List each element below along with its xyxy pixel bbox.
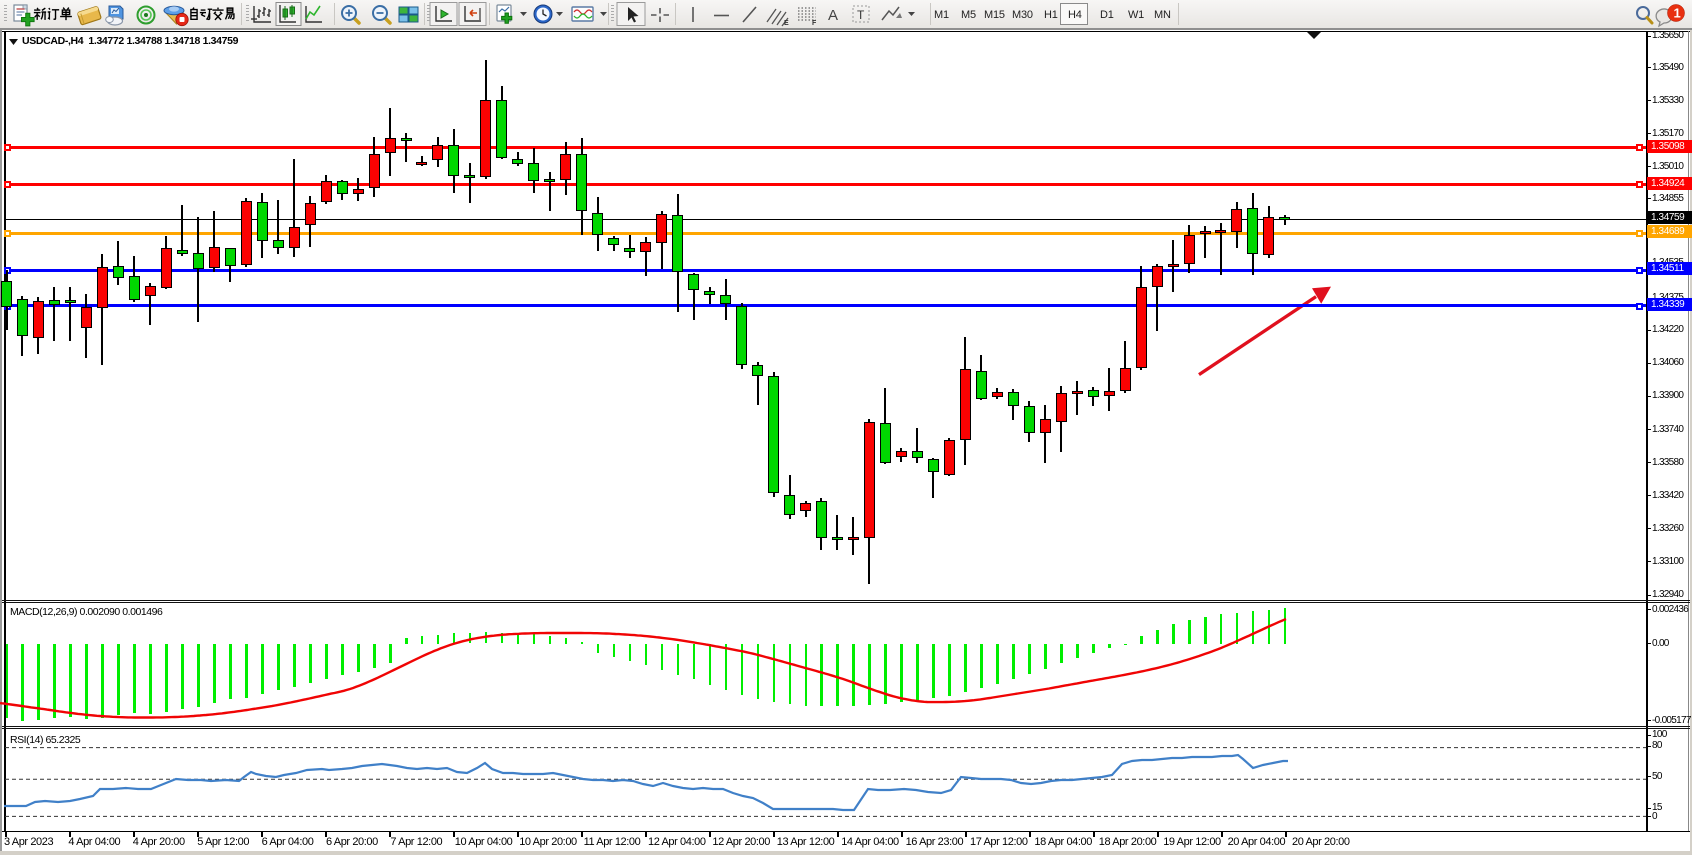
svg-text:1: 1 bbox=[1674, 6, 1681, 21]
svg-text:T: T bbox=[857, 8, 865, 22]
svg-text:F: F bbox=[812, 20, 817, 27]
svg-text:A: A bbox=[828, 7, 838, 24]
svg-text:E: E bbox=[784, 20, 789, 27]
